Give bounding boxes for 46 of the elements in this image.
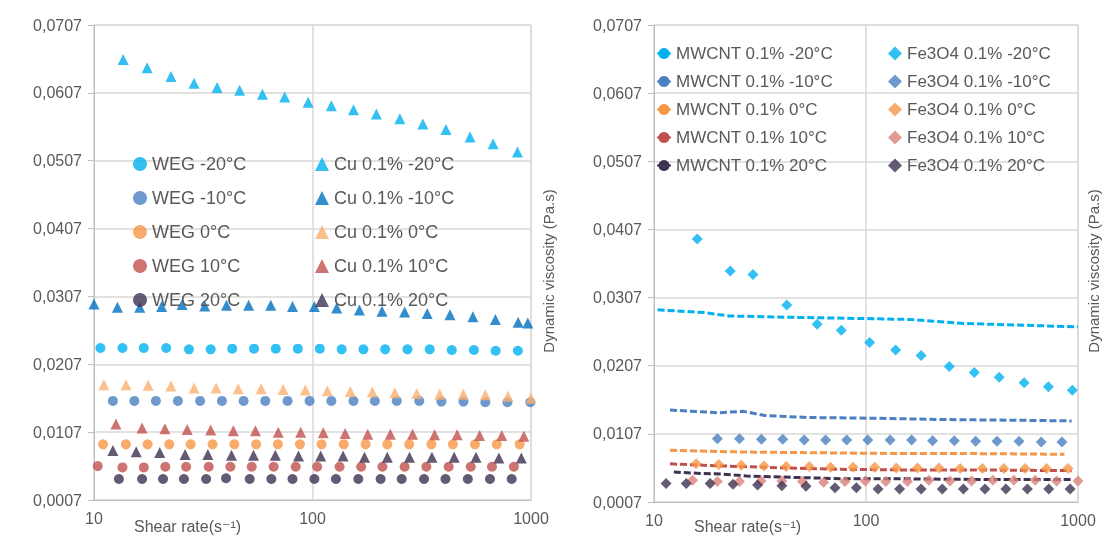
legend-label: Fe3O4 0.1% -10°C xyxy=(907,72,1051,91)
legend-label: Fe3O4 0.1% 10°C xyxy=(907,128,1046,147)
x-tick-label: 100 xyxy=(852,511,880,529)
y-tick-label: 0,0207 xyxy=(593,357,643,375)
legend-label: MWCNT 0.1% -10°C xyxy=(676,72,833,91)
legend-label: MWCNT 0.1% 10°C xyxy=(676,128,828,147)
legend-label: WEG 0°C xyxy=(152,222,231,242)
legend-label: Cu 0.1% 0°C xyxy=(334,222,439,242)
x-axis-title: Shear rate(s⁻¹) xyxy=(694,517,802,535)
legend-label: WEG -10°C xyxy=(152,188,247,208)
y-tick-label: 0,0607 xyxy=(593,84,643,102)
x-axis-title: Shear rate(s⁻¹) xyxy=(134,517,242,535)
y-tick-label: 0,0107 xyxy=(33,423,83,441)
y-tick-label: 0,0407 xyxy=(33,220,83,238)
legend-label: Cu 0.1% -10°C xyxy=(334,188,455,208)
y-axis-title: Dynamic viscosity (Pa.s) xyxy=(1085,189,1102,353)
y-tick-label: 0,0207 xyxy=(33,355,83,373)
y-tick-label: 0,0007 xyxy=(33,491,83,509)
x-tick-label: 10 xyxy=(645,511,663,529)
y-tick-label: 0,0707 xyxy=(33,16,83,34)
legend-label: Cu 0.1% 10°C xyxy=(334,256,449,276)
legend-label: Fe3O4 0.1% 20°C xyxy=(907,156,1046,175)
legend-label: WEG 10°C xyxy=(152,256,241,276)
x-tick-label: 100 xyxy=(299,509,326,527)
y-tick-label: 0,0307 xyxy=(593,289,643,307)
legend-label: Cu 0.1% -20°C xyxy=(334,154,455,174)
legend-label: Fe3O4 0.1% -20°C xyxy=(907,44,1051,63)
y-tick-label: 0,0107 xyxy=(593,425,643,443)
legend-label: MWCNT 0.1% -20°C xyxy=(676,44,833,63)
x-tick-label: 10 xyxy=(85,509,103,527)
y-tick-label: 0,0507 xyxy=(593,152,643,170)
y-tick-label: 0,0407 xyxy=(593,220,643,238)
y-tick-label: 0,0607 xyxy=(33,84,83,102)
y-tick-label: 0,0007 xyxy=(593,493,643,511)
legend-label: Fe3O4 0.1% 0°C xyxy=(907,100,1036,119)
legend-label: WEG 20°C xyxy=(152,290,241,310)
legend-label: MWCNT 0.1% 20°C xyxy=(676,156,828,175)
y-tick-label: 0,0307 xyxy=(33,287,83,305)
legend-label: Cu 0.1% 20°C xyxy=(334,290,449,310)
x-tick-label: 1000 xyxy=(513,509,549,527)
y-tick-label: 0,0707 xyxy=(593,16,643,34)
x-tick-label: 1000 xyxy=(1060,511,1096,529)
legend-label: MWCNT 0.1% 0°C xyxy=(676,100,818,119)
y-tick-label: 0,0507 xyxy=(33,152,83,170)
legend-label: WEG -20°C xyxy=(152,154,247,174)
y-axis-title: Dynamic viscosity (Pa.s) xyxy=(540,189,557,353)
